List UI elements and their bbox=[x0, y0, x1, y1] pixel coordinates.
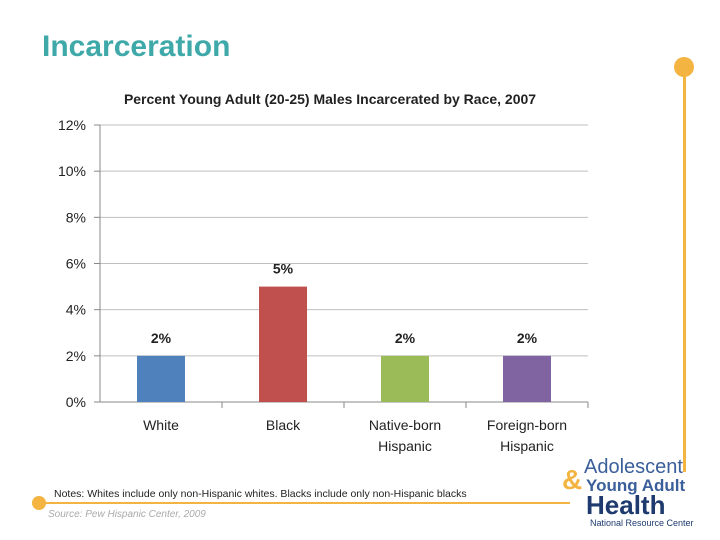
y-tick-label: 12% bbox=[58, 117, 86, 133]
chart-title: Percent Young Adult (20-25) Males Incarc… bbox=[124, 91, 536, 107]
y-tick-label: 0% bbox=[66, 394, 86, 410]
y-tick-label: 6% bbox=[66, 256, 86, 272]
data-label: 2% bbox=[395, 330, 416, 346]
chart-source: Source: Pew Hispanic Center, 2009 bbox=[48, 509, 206, 520]
category-label: Hispanic bbox=[378, 438, 432, 454]
data-label: 2% bbox=[151, 330, 172, 346]
category-label: Black bbox=[266, 417, 301, 433]
data-label: 5% bbox=[273, 261, 294, 277]
bar bbox=[381, 355, 429, 402]
y-tick-label: 10% bbox=[58, 163, 86, 179]
logo-line-2: Young Adult bbox=[586, 476, 686, 495]
category-label: White bbox=[143, 417, 179, 433]
y-tick-label: 4% bbox=[66, 302, 86, 318]
bar bbox=[503, 355, 551, 402]
data-label: 2% bbox=[517, 330, 538, 346]
decorative-bottom-line bbox=[40, 502, 570, 504]
y-tick-label: 2% bbox=[66, 348, 86, 364]
logo-line-3: Health bbox=[586, 490, 666, 520]
category-label: Hispanic bbox=[500, 438, 554, 454]
category-label: Foreign-born bbox=[487, 417, 567, 433]
bar bbox=[259, 286, 307, 402]
slide-title: Incarceration bbox=[42, 30, 231, 63]
logo-ampersand: & bbox=[562, 464, 583, 495]
bar bbox=[137, 355, 185, 402]
decorative-vertical-line bbox=[683, 72, 686, 472]
chart-notes: Notes: Whites include only non-Hispanic … bbox=[54, 488, 467, 500]
y-tick-label: 8% bbox=[66, 209, 86, 225]
decorative-bottom-dot bbox=[32, 496, 46, 510]
decorative-dot bbox=[674, 57, 694, 77]
logo-line-1: Adolescent bbox=[584, 456, 683, 478]
category-label: Native-born bbox=[369, 417, 441, 433]
logo-line-4: National Resource Center bbox=[590, 518, 694, 528]
organization-logo: & Adolescent Young Adult Health National… bbox=[560, 456, 710, 536]
